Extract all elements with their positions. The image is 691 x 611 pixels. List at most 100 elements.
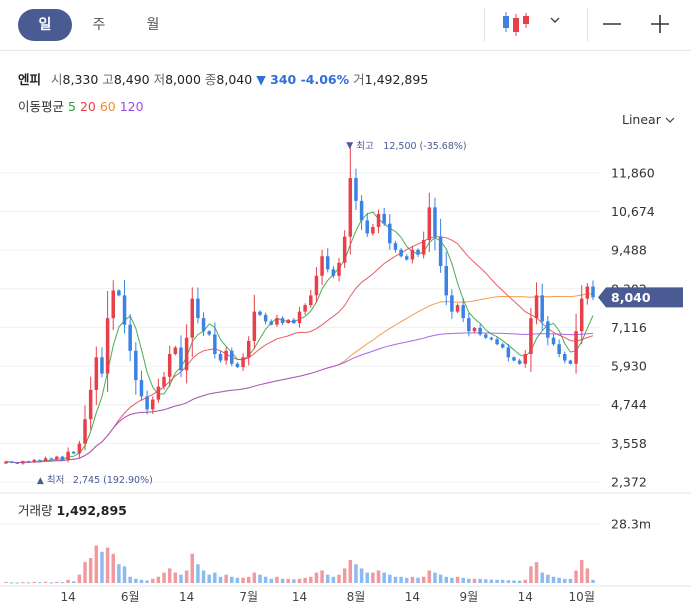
ma-5-line (5, 211, 594, 464)
low-marker: ▲ (37, 476, 44, 486)
candle-body (371, 226, 375, 234)
volume-bar (309, 576, 313, 583)
y-tick-label: 5,930 (611, 359, 647, 374)
volume-bar (529, 566, 533, 583)
volume-bar (151, 578, 155, 583)
volume-bar (224, 574, 228, 583)
volume-bar (258, 574, 262, 583)
candle-body (252, 311, 257, 341)
volume-bar (393, 576, 398, 583)
volume-bar (455, 576, 460, 583)
x-tick-label: 7월 (239, 590, 258, 604)
volume-bar (252, 572, 257, 583)
volume-bar (427, 570, 432, 583)
volume-bar (489, 579, 494, 583)
volume-bar (122, 566, 127, 583)
candle-body (246, 340, 251, 358)
candle-body (342, 236, 347, 263)
candle-body (517, 360, 522, 364)
tab-day[interactable]: 일 (18, 9, 72, 41)
candle-body (540, 295, 544, 322)
candlestick-icon[interactable] (498, 10, 534, 38)
volume-bar (280, 578, 285, 583)
volume-bar (297, 578, 302, 583)
candle-body (77, 443, 82, 454)
candle-body (382, 213, 386, 224)
chevron-down-icon[interactable] (547, 12, 563, 28)
ma-20: 20 (79, 99, 96, 114)
volume-bar (421, 576, 426, 583)
candle-body (21, 461, 25, 464)
candle-body (523, 354, 528, 364)
candle-body (551, 337, 556, 345)
candle-body (196, 298, 200, 319)
volume-bar (26, 582, 31, 584)
volume-bar (404, 577, 409, 583)
high-marker: ▼ (346, 141, 353, 151)
volume-bar (478, 578, 482, 583)
candle-body (416, 249, 420, 255)
candle-body (43, 458, 48, 461)
volume-bar (105, 547, 110, 583)
candle-body (354, 178, 358, 201)
volume-bar (196, 564, 200, 583)
low-label: 최저 (47, 475, 64, 486)
volume-bar (49, 582, 53, 584)
candle-body (410, 249, 415, 260)
candle-body (444, 266, 448, 296)
x-tick-label: 14 (405, 590, 420, 604)
volume-bar (337, 574, 341, 583)
candle-body (241, 357, 245, 368)
volume-panel-value: 1,492,895 (56, 503, 127, 518)
volume-bar (591, 579, 595, 583)
volume-bar (574, 570, 578, 583)
current-price-tag (598, 287, 683, 308)
volume-bar (348, 560, 353, 583)
stock-name: 엔피 (18, 72, 42, 87)
plus-icon[interactable] (646, 10, 674, 38)
candle-body (66, 451, 70, 460)
volume-bar (88, 557, 93, 583)
minus-icon[interactable] (598, 10, 626, 38)
volume-bar (162, 572, 166, 583)
tab-week[interactable]: 주 (92, 17, 106, 33)
y-tick-label: 7,116 (611, 320, 647, 335)
y-tick-label: 11,860 (611, 165, 655, 180)
candle-body (393, 243, 398, 250)
volume-bar (320, 570, 324, 583)
candle-body (162, 376, 166, 387)
candle-body (88, 389, 93, 420)
open-value: 8,330 (62, 72, 99, 87)
candle-body (546, 321, 550, 338)
volume-bar (484, 579, 488, 583)
candle-body (421, 239, 426, 255)
x-tick-label: 14 (518, 590, 533, 604)
candle-body (83, 419, 87, 444)
candle-body (563, 354, 567, 361)
candle-body (275, 318, 279, 325)
candle-body (173, 347, 178, 355)
volume-bar (263, 576, 268, 583)
x-tick-label: 8월 (347, 590, 366, 604)
candle-body (512, 357, 516, 361)
candle-body (500, 344, 505, 348)
candle-body (9, 461, 14, 463)
ma-120-line (5, 332, 594, 464)
volume-bar (173, 572, 178, 583)
volume-bar (325, 574, 330, 583)
candle-body (263, 314, 268, 322)
candle-body (55, 456, 59, 460)
volume-bar (540, 572, 544, 583)
candle-body (484, 334, 488, 338)
candle-body (100, 357, 104, 374)
candle-body (15, 462, 20, 464)
scale-selector[interactable]: Linear (622, 112, 675, 127)
volume-bar (145, 580, 149, 583)
period-toolbar: 일 주 월 (0, 0, 691, 51)
candle-body (280, 318, 285, 324)
volume-bar (292, 579, 296, 583)
tab-month[interactable]: 월 (146, 17, 160, 33)
ma-5: 5 (68, 99, 76, 114)
high-value: 12,500 (-35.68%) (383, 141, 466, 152)
